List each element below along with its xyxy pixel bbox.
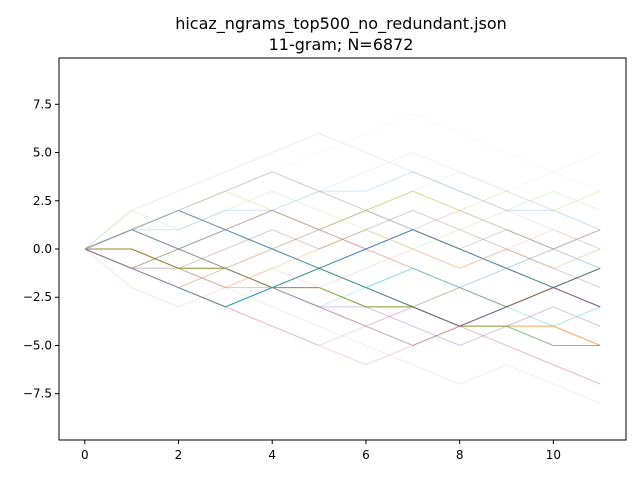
series-line-14 xyxy=(84,190,601,250)
series-line-0 xyxy=(84,229,601,308)
series-line-17 xyxy=(84,209,601,269)
series-line-15 xyxy=(84,248,601,385)
series-line-12 xyxy=(84,171,601,250)
series-line-23 xyxy=(84,248,601,385)
x-tick-label: 6 xyxy=(362,448,370,462)
y-axis: −7.5 −5.0 −2.5 0.0 2.5 5.0 7.5 xyxy=(23,97,59,401)
series-line-16 xyxy=(84,229,601,289)
y-tick-label: −2.5 xyxy=(23,290,52,304)
x-tick-label: 2 xyxy=(175,448,183,462)
x-tick-label: 4 xyxy=(268,448,276,462)
series-line-11 xyxy=(84,229,601,347)
y-tick-label: 5.0 xyxy=(33,146,52,160)
series-line-22 xyxy=(84,113,601,250)
x-axis: 0 2 4 6 8 10 xyxy=(81,440,561,462)
y-tick-label: −5.0 xyxy=(23,338,52,352)
series-line-7 xyxy=(84,171,601,308)
series-line-4 xyxy=(84,248,601,347)
x-tick-label: 10 xyxy=(546,448,561,462)
series-line-25 xyxy=(84,229,601,308)
chart-subtitle: 11-gram; N=6872 xyxy=(269,35,414,54)
y-tick-label: 2.5 xyxy=(33,194,52,208)
chart-title: hicaz_ngrams_top500_no_redundant.json xyxy=(175,14,507,34)
series-line-18 xyxy=(84,248,601,308)
series-line-19 xyxy=(84,152,601,250)
y-tick-label: 7.5 xyxy=(33,97,52,111)
series-line-6 xyxy=(84,209,601,308)
x-tick-label: 0 xyxy=(81,448,89,462)
series-line-21 xyxy=(84,248,601,308)
series-line-5 xyxy=(84,229,601,347)
y-tick-label: −7.5 xyxy=(23,387,52,401)
series-line-26 xyxy=(84,190,601,250)
series-line-13 xyxy=(84,248,601,404)
series-line-24 xyxy=(84,209,601,250)
series-layer xyxy=(84,113,601,404)
series-line-20 xyxy=(84,209,601,289)
series-line-9 xyxy=(84,229,601,327)
y-tick-label: 0.0 xyxy=(33,242,52,256)
series-line-2 xyxy=(84,248,601,346)
series-line-27 xyxy=(84,151,601,250)
series-line-10 xyxy=(84,132,601,250)
x-tick-label: 8 xyxy=(456,448,464,462)
series-line-8 xyxy=(84,190,601,289)
